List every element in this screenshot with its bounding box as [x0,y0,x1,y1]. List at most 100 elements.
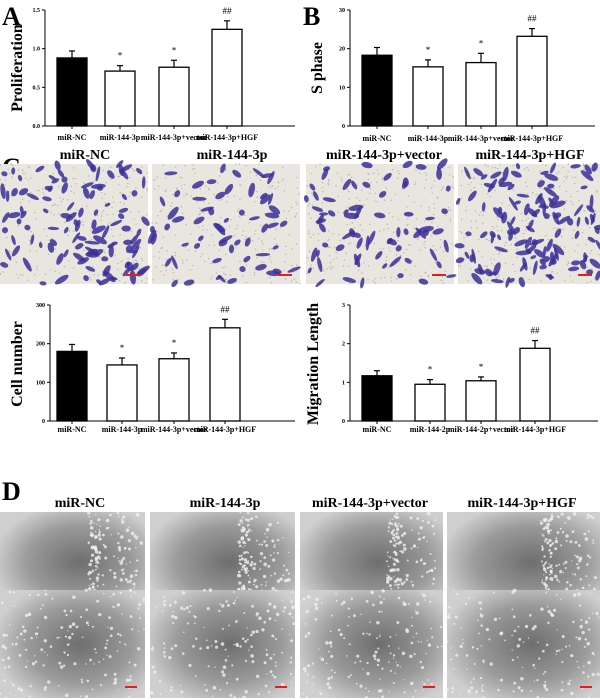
membrane-pore [393,231,395,233]
membrane-pore [215,272,218,274]
cell-debris [549,565,553,568]
cell-debris [292,616,294,619]
cell-debris [381,695,384,699]
membrane-pore [347,174,349,176]
membrane-pore [556,272,558,275]
cell-debris [571,530,575,533]
membrane-pore [328,180,330,182]
membrane-pore [48,210,50,212]
stained-cell [322,242,329,248]
cell-debris [291,605,295,610]
cell-debris [90,531,93,535]
stained-cell [515,250,531,256]
scale-bar [278,274,292,276]
membrane-pore [205,185,207,187]
cell-debris [128,588,133,592]
membrane-pore [118,175,120,178]
membrane-pore [442,186,444,188]
membrane-pore [83,249,85,252]
cell-debris [376,621,380,625]
cell-debris [307,631,311,635]
cell-debris [151,665,155,669]
significance-marker: * [172,45,177,55]
membrane-pore [327,179,330,181]
cell-debris [281,651,284,654]
cell-debris [366,632,368,635]
stained-cell [74,219,81,232]
membrane-pore [372,172,375,174]
cell-debris [102,533,105,537]
cell-debris [426,679,429,681]
membrane-pore [385,256,388,258]
x-category-label: miR-NC [363,134,392,143]
cell-debris [560,688,564,692]
stained-cell [268,192,274,205]
membrane-pore [465,209,467,212]
membrane-pore [81,220,84,223]
significance-marker: * [118,51,123,61]
cell-debris [188,663,192,668]
membrane-pore [328,230,330,232]
cell-debris [291,681,293,683]
membrane-pore [182,262,184,264]
cell-debris [392,557,394,560]
membrane-pore [297,193,300,195]
membrane-pore [406,248,408,251]
membrane-pore [432,249,435,251]
membrane-pore [327,183,330,186]
cell-debris [588,514,592,518]
cell-debris [258,543,261,546]
stained-cell [539,258,546,266]
cell-debris [257,692,260,696]
cell-debris [237,587,241,591]
cell-debris [263,556,267,560]
cell-debris [227,655,229,657]
cell-debris [244,659,248,662]
membrane-pore [348,198,350,200]
panel-c-titles: miR-NC miR-144-3p miR-144-3p+vector miR-… [60,148,585,163]
membrane-pore [434,262,437,264]
cell-debris [96,585,99,587]
membrane-pore [239,198,241,201]
membrane-pore [128,195,131,198]
membrane-pore [201,253,204,255]
cell-debris [135,547,137,549]
cell-debris [203,683,206,686]
membrane-pore [388,212,390,214]
membrane-pore [389,250,392,252]
cell-debris [478,632,480,635]
cell-debris [354,661,357,664]
membrane-pore [458,203,461,206]
cell-debris [518,637,522,641]
membrane-pore [283,210,285,212]
cell-debris [276,521,280,525]
cell-debris [253,580,256,583]
cell-debris [183,631,185,634]
membrane-pore [428,275,430,278]
membrane-pore [155,222,158,225]
cell-debris [23,629,27,633]
membrane-pore [152,179,155,181]
membrane-pore [102,169,105,172]
membrane-pore [500,230,503,232]
cell-debris [263,661,267,665]
cell-debris [350,597,354,601]
cell-debris [426,540,428,543]
membrane-pore [111,228,113,230]
cell-debris [24,648,28,651]
cell-debris [556,629,558,631]
membrane-pore [408,243,410,246]
membrane-pore [582,164,585,167]
membrane-pore [132,261,134,264]
cell-debris [88,584,90,587]
membrane-pore [310,217,312,219]
membrane-pore [447,209,450,211]
x-category-label: miR-NC [58,425,87,434]
membrane-pore [11,164,14,166]
cell-debris [314,618,318,621]
membrane-pore [236,224,239,226]
cell-debris [331,614,333,617]
cell-debris [543,562,547,565]
cell-debris [566,516,571,520]
stained-cell [193,216,205,225]
